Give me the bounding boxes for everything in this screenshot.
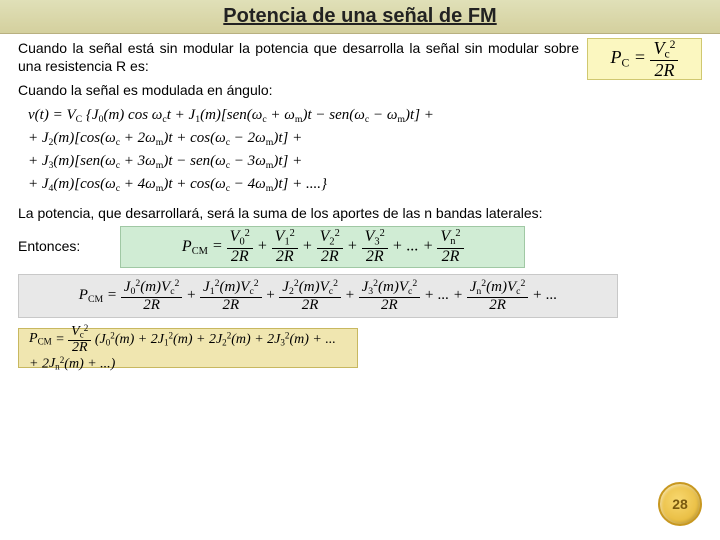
page-number: 28 — [672, 496, 688, 512]
formula-pcm-green: PCM = V022R + V122R + V222R + V322R + ..… — [182, 229, 464, 265]
paragraph-2: Cuando la señal es modulada en ángulo: — [18, 82, 702, 100]
formula-pcm-gray-box: PCM = J02(m)Vc22R + J12(m)Vc22R + J22(m)… — [18, 274, 618, 318]
content-area: Cuando la señal está sin modular la pote… — [0, 34, 720, 368]
formula-pcm-gold: PCM = Vc22R (J02(m) + 2J12(m) + 2J22(m) … — [29, 324, 347, 373]
page-title: Potencia de una señal de FM — [223, 5, 496, 28]
paragraph-4: Entonces: — [18, 238, 80, 256]
equation-vt: v(t) = VC {J0(m) cos ωct + J1(m)[sen(ωc … — [28, 104, 702, 197]
page-number-badge: 28 — [658, 482, 702, 526]
formula-pcm-gold-box: PCM = Vc22R (J02(m) + 2J12(m) + 2J22(m) … — [18, 328, 358, 368]
formula-pc-box: PC = Vc22R — [587, 38, 702, 80]
intro-row: Cuando la señal está sin modular la pote… — [18, 40, 702, 80]
entonces-row: Entonces: PCM = V022R + V122R + V222R + … — [18, 226, 702, 268]
paragraph-1: Cuando la señal está sin modular la pote… — [18, 40, 579, 75]
formula-pcm-gray: PCM = J02(m)Vc22R + J12(m)Vc22R + J22(m)… — [79, 279, 557, 313]
paragraph-3: La potencia, que desarrollará, será la s… — [18, 205, 702, 223]
formula-pc: PC = Vc22R — [611, 39, 679, 79]
title-bar: Potencia de una señal de FM — [0, 0, 720, 34]
eq-line-1: v(t) = VC {J0(m) cos ωct + J1(m)[sen(ωc … — [28, 104, 702, 127]
eq-line-4: + J4(m)[cos(ωc + 4ωm)t + cos(ωc − 4ωm)t]… — [28, 173, 702, 196]
eq-line-2: + J2(m)[cos(ωc + 2ωm)t + cos(ωc − 2ωm)t]… — [28, 127, 702, 150]
formula-pcm-green-box: PCM = V022R + V122R + V222R + V322R + ..… — [120, 226, 525, 268]
eq-line-3: + J3(m)[sen(ωc + 3ωm)t − sen(ωc − 3ωm)t]… — [28, 150, 702, 173]
